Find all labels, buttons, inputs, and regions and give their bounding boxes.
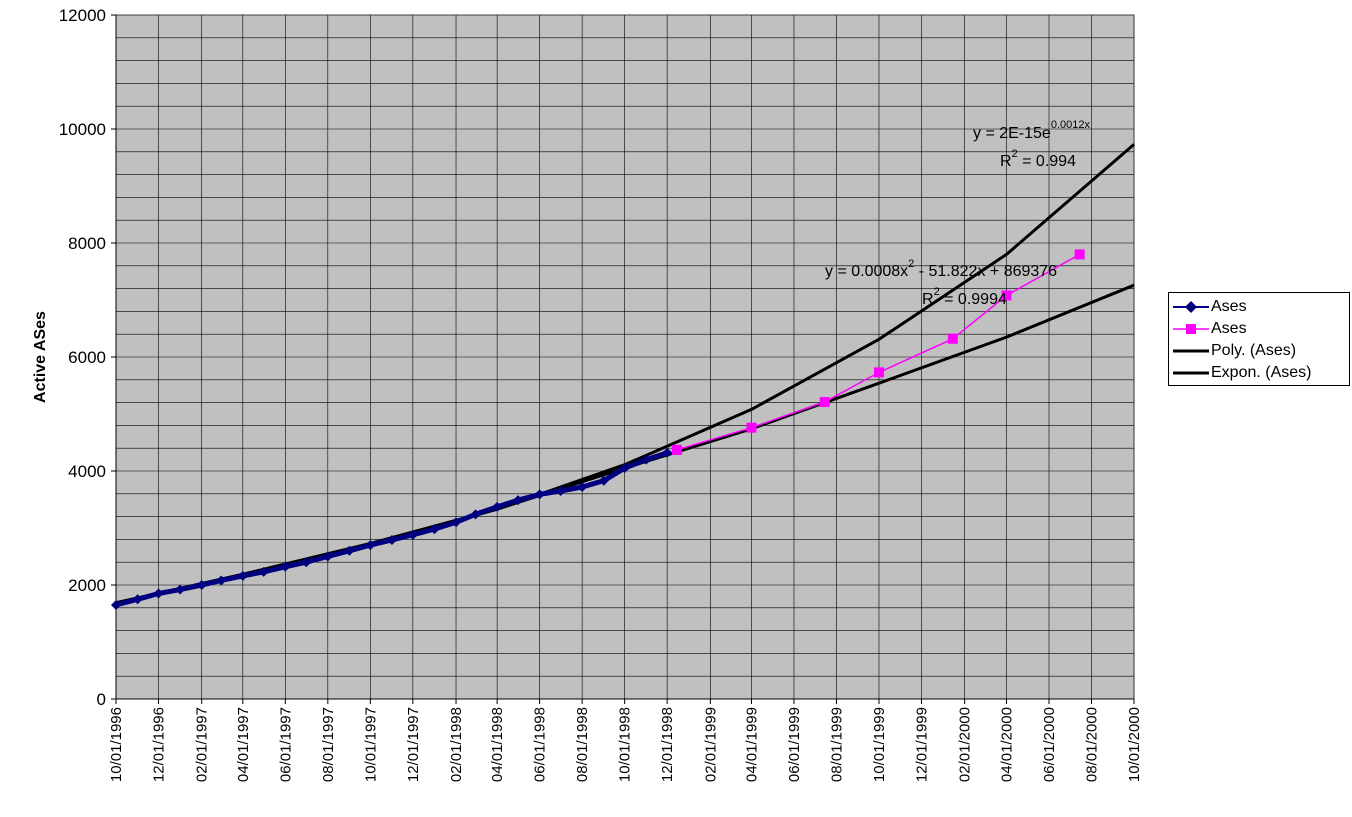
x-tick-label: 02/01/1999 <box>702 707 719 782</box>
data-point-square <box>1001 290 1012 301</box>
y-axis-title: Active ASes <box>32 311 49 403</box>
legend-item-ases-blue: Ases <box>1173 296 1349 318</box>
data-point-diamond <box>619 463 630 474</box>
y-tick-label: 4000 <box>68 462 106 481</box>
data-point-square <box>947 333 958 344</box>
data-point-diamond <box>132 594 143 605</box>
data-point-diamond <box>577 481 588 492</box>
x-tick-label: 04/01/1999 <box>743 707 760 782</box>
data-point-diamond <box>322 551 333 562</box>
data-point-diamond <box>280 561 291 572</box>
data-point-diamond <box>429 524 440 535</box>
legend-label: Ases <box>1211 320 1247 337</box>
x-tick-label: 06/01/2000 <box>1041 707 1058 782</box>
x-tick-label: 12/01/1998 <box>659 707 676 782</box>
x-tick-label: 04/01/2000 <box>998 707 1015 782</box>
x-axis-ticks: 10/01/1996 12/01/1996 02/01/1997 04/01/1997… <box>108 699 1143 782</box>
x-tick-label: 02/01/1998 <box>448 707 465 782</box>
data-point-diamond <box>641 454 652 465</box>
data-point-diamond <box>153 588 164 599</box>
legend-label: Ases <box>1211 298 1247 315</box>
expon-r2: R2 = 0.994 <box>1000 148 1076 170</box>
series-layer <box>111 143 1135 610</box>
x-tick-label: 12/01/1997 <box>405 707 422 782</box>
square-marker-icon <box>1173 324 1209 334</box>
y-tick-label: 10000 <box>59 120 106 139</box>
y-tick-label: 12000 <box>59 6 106 25</box>
y-tick-label: 0 <box>97 690 106 709</box>
data-point-diamond <box>216 575 227 586</box>
data-point-diamond <box>407 529 418 540</box>
legend-label: Poly. (Ases) <box>1211 342 1297 359</box>
x-tick-label: 08/01/1999 <box>828 707 845 782</box>
legend-item-expon: Expon. (Ases) <box>1173 362 1349 384</box>
x-tick-label: 08/01/1998 <box>574 707 591 782</box>
data-point-diamond <box>492 501 503 512</box>
data-point-square <box>746 422 757 433</box>
data-point-square <box>671 444 682 455</box>
x-tick-label: 10/01/1999 <box>871 707 888 782</box>
data-point-diamond <box>258 566 269 577</box>
data-point-diamond <box>451 517 462 528</box>
legend-item-poly: Poly. (Ases) <box>1173 340 1349 362</box>
data-point-diamond <box>555 485 566 496</box>
data-point-diamond <box>237 570 248 581</box>
data-point-diamond <box>386 534 397 545</box>
x-tick-label: 04/01/1997 <box>235 707 252 782</box>
x-tick-label: 12/01/1996 <box>151 707 168 782</box>
expon-equation: y = 2E-15e0.0012x <box>973 119 1090 142</box>
x-tick-label: 10/01/2000 <box>1126 707 1143 782</box>
y-tick-label: 6000 <box>68 348 106 367</box>
legend: Ases Ases Poly. (Ases) Expon. (Ases) <box>1168 292 1350 386</box>
data-point-square <box>1074 249 1085 260</box>
x-tick-label: 06/01/1997 <box>277 707 294 782</box>
line-swatch-icon <box>1173 349 1209 353</box>
data-point-diamond <box>365 540 376 551</box>
data-point-diamond <box>662 447 673 458</box>
x-tick-label: 04/01/1998 <box>489 707 506 782</box>
x-tick-label: 10/01/1997 <box>362 707 379 782</box>
y-tick-label: 8000 <box>68 234 106 253</box>
data-point-diamond <box>598 475 609 486</box>
x-tick-label: 10/01/1996 <box>108 707 125 782</box>
x-tick-label: 12/01/1999 <box>913 707 930 782</box>
data-point-diamond <box>344 545 355 556</box>
poly-r2: R2 = 0.9994 <box>922 286 1007 308</box>
x-tick-label: 02/01/2000 <box>957 707 974 782</box>
x-tick-label: 06/01/1999 <box>786 707 803 782</box>
y-tick-label: 2000 <box>68 576 106 595</box>
data-point-diamond <box>175 584 186 595</box>
x-tick-label: 08/01/1997 <box>320 707 337 782</box>
diamond-marker-icon <box>1173 301 1209 313</box>
poly-equation: y = 0.0008x2 - 51.822x + 869376 <box>825 258 1057 280</box>
data-point-square <box>873 367 884 378</box>
data-point-diamond <box>301 557 312 568</box>
data-point-diamond <box>534 489 545 500</box>
data-point-diamond <box>470 509 481 520</box>
x-tick-label: 10/01/1998 <box>617 707 634 782</box>
legend-label: Expon. (Ases) <box>1211 364 1312 381</box>
x-tick-label: 08/01/2000 <box>1083 707 1100 782</box>
line-swatch-icon <box>1173 371 1209 375</box>
data-point-square <box>819 397 830 408</box>
x-tick-label: 02/01/1997 <box>194 707 211 782</box>
data-point-diamond <box>196 580 207 590</box>
data-point-diamond <box>513 495 524 506</box>
x-tick-label: 06/01/1998 <box>532 707 549 782</box>
data-point-diamond <box>111 599 121 610</box>
y-axis-ticks: 0 2000 4000 6000 8000 10000 12000 <box>59 6 116 709</box>
legend-item-ases-magenta: Ases <box>1173 318 1349 340</box>
